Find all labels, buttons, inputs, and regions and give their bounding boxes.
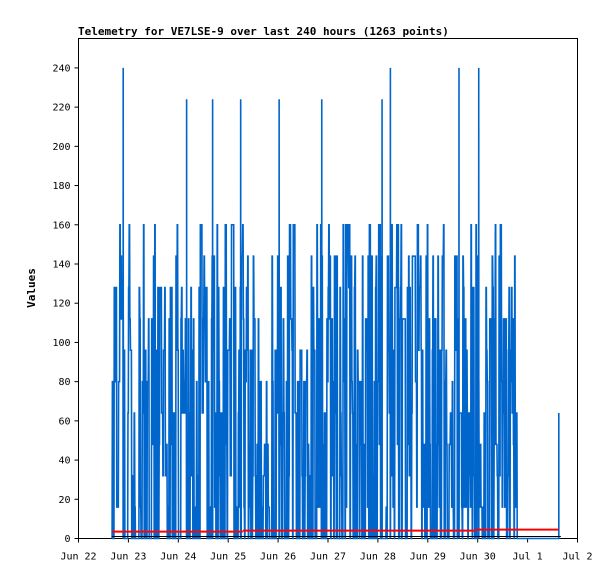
x-tick-label: Jun 23 (110, 552, 146, 563)
y-axis-label: Values (25, 268, 38, 308)
x-tick-label: Jun 26 (260, 552, 296, 563)
y-tick-label: 200 (52, 142, 70, 153)
y-tick-label: 80 (58, 377, 70, 388)
y-tick-label: 180 (52, 181, 70, 192)
y-tick-label: 40 (58, 456, 70, 467)
y-tick-label: 240 (52, 63, 70, 74)
y-tick-label: 160 (52, 220, 70, 231)
y-tick-label: 100 (52, 338, 70, 349)
x-tick-label: Jun 24 (160, 552, 196, 563)
x-tick-label: Jul 1 (513, 552, 543, 563)
x-tick-label: Jun 29 (410, 552, 446, 563)
plot-area (111, 67, 561, 540)
x-tick-label: Jun 27 (310, 552, 346, 563)
y-axis: 0 20 40 60 80 100 120 140 160 180 200 220 240 (52, 63, 79, 545)
y-tick-label: 120 (52, 299, 70, 310)
series-line-blue (111, 67, 560, 540)
y-tick-label: 20 (58, 495, 70, 506)
y-tick-label: 0 (64, 534, 70, 545)
x-tick-label: Jun 30 (460, 552, 496, 563)
y-tick-label: 60 (58, 416, 70, 427)
y-tick-label: 140 (52, 259, 70, 270)
y-tick-label: 220 (52, 103, 70, 114)
chart-title: Telemetry for VE7LSE-9 over last 240 hou… (78, 25, 449, 38)
x-tick-label: Jun 22 (60, 552, 96, 563)
x-tick-label: Jun 25 (210, 552, 246, 563)
x-tick-label: Jul 2 (562, 552, 592, 563)
x-axis: Jun 22 Jun 23 Jun 24 Jun 25 Jun 26 Jun 27 Jun … (60, 538, 593, 563)
x-tick-label: Jun 28 (360, 552, 396, 563)
